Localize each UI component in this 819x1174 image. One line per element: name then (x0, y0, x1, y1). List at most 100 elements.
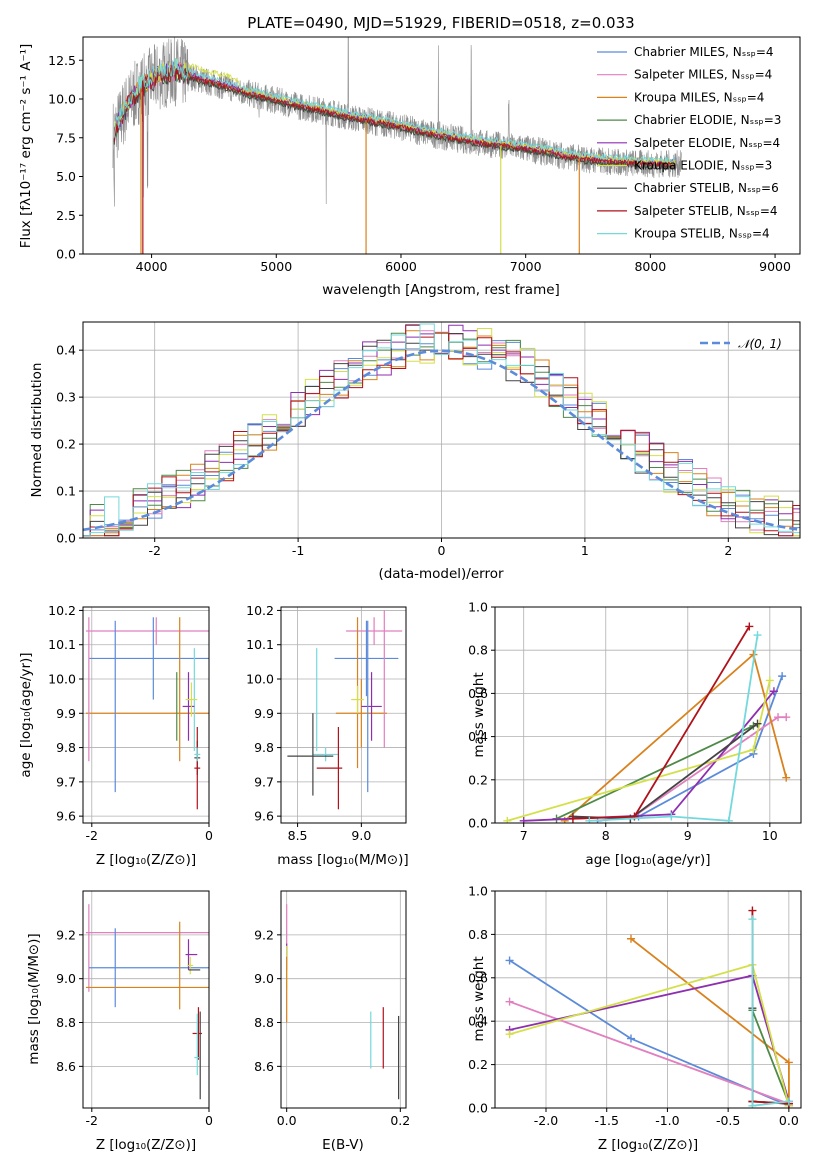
y-tick-label: 8.6 (56, 1059, 76, 1074)
mass-weight-line (751, 910, 789, 1105)
observed-spectrum-line (112, 37, 682, 207)
y-tick-label: 0.8 (468, 927, 488, 942)
y-tick-label: 9.2 (254, 927, 274, 942)
mass-ebv-frame (280, 890, 407, 1109)
age-vs-metallicity-panel: -2 0 9.6 9.7 9.8 9.9 10.0 10.1 10.2 Z [log₁₀(Z/Z… (18, 603, 213, 868)
y-tick-label: 0.4 (468, 1014, 488, 1029)
mass-weight-marker (774, 713, 783, 722)
model-spectrum-line (113, 64, 676, 169)
x-tick-label: -2 (86, 828, 98, 843)
x-tick-label: 7 (520, 828, 528, 843)
mass-ebv-xlabel: E(B-V) (322, 1137, 364, 1153)
legend-entry: Salpeter STELIB, Nₛₛₚ=4 (634, 204, 778, 218)
y-tick-label: 0.2 (468, 1057, 488, 1072)
y-tick-label: 10.2 (246, 603, 274, 618)
age-vs-mass-panel: 8.5 9.0 9.6 9.7 9.8 9.9 10.0 10.1 10.2 mass [log… (246, 603, 409, 868)
mass-weight-marker (748, 915, 757, 924)
x-tick-label: 1 (581, 543, 589, 558)
histogram-step-line (83, 323, 800, 537)
y-tick-label: 5.0 (56, 169, 76, 184)
mass-weight-marker (503, 816, 512, 823)
mass-weight-marker (782, 713, 791, 722)
x-tick-label: 0 (205, 1113, 213, 1128)
mass-weight-marker (748, 1101, 757, 1108)
y-tick-label: 8.8 (254, 1015, 274, 1030)
y-tick-label: 9.8 (254, 740, 274, 755)
mass-weight-marker (627, 1034, 635, 1043)
model-spectrum-line (113, 64, 676, 171)
x-tick-label: -2 (148, 543, 160, 558)
x-tick-label: 8.5 (288, 828, 308, 843)
residual-histogram-panel: -2 -1 0 1 2 0.0 0.1 0.2 0.3 0.4 (data-model)/erro… (29, 321, 801, 582)
y-tick-label: 0.6 (468, 686, 488, 701)
spectrum-plot-area (112, 37, 682, 254)
y-tick-label: 9.0 (254, 971, 274, 986)
spectrum-ticks: 4000 5000 6000 7000 8000 9000 0.0 2.5 5.0 7.5 10.0… (48, 53, 791, 274)
mass-weight-marker (784, 1058, 793, 1067)
y-tick-label: 9.2 (56, 927, 76, 942)
mass-z-frame (82, 890, 210, 1109)
mass-z-xlabel: Z [log₁₀(Z/Z⊙)] (96, 1137, 196, 1153)
x-tick-label: 0.0 (277, 1113, 297, 1128)
legend-entry: Kroupa ELODIE, Nₛₛₚ=3 (634, 159, 772, 173)
histogram-xlabel: (data-model)/error (378, 566, 504, 582)
mw-age-frame (494, 606, 802, 824)
age-mass-frame (280, 606, 407, 824)
age-z-ylabel: age [log₁₀(age/yr)] (18, 652, 34, 777)
x-tick-label: -1.5 (595, 1113, 619, 1128)
x-tick-label: 7000 (510, 259, 542, 274)
mass-weight-marker (724, 816, 733, 823)
x-tick-label: 6000 (385, 259, 417, 274)
y-tick-label: 0.0 (468, 1101, 488, 1116)
histogram-plot-area (83, 323, 800, 537)
spectrum-xlabel: wavelength [Angstrom, rest frame] (322, 282, 560, 298)
mass-weight-line (556, 724, 754, 820)
mass-weight-marker (765, 676, 774, 685)
x-tick-label: 9000 (759, 259, 791, 274)
y-tick-label: 10.0 (48, 92, 76, 107)
x-tick-label: 10 (762, 828, 778, 843)
y-tick-label: 9.0 (56, 971, 76, 986)
y-tick-label: 9.7 (254, 774, 274, 789)
y-tick-label: 9.6 (56, 809, 76, 824)
massweight-vs-metallicity-panel: -2.0 -1.5 -1.0 -0.5 0.0 0.0 0.2 0.4 0.6 0.8 1.0 Z … (468, 884, 802, 1153)
mw-age-xlabel: age [log₁₀(age/yr)] (585, 852, 710, 868)
y-tick-label: 0.0 (56, 247, 76, 262)
mass-weight-marker (753, 631, 762, 640)
x-tick-label: -0.5 (716, 1113, 740, 1128)
y-tick-label: 10.0 (246, 672, 274, 687)
y-tick-label: 9.6 (254, 809, 274, 824)
mass-weight-marker (568, 814, 577, 823)
y-tick-label: 0.0 (468, 816, 488, 831)
mass-weight-marker (748, 906, 757, 915)
y-tick-label: 7.5 (56, 130, 76, 145)
age-mass-xlabel: mass [log₁₀(M/M⊙)] (277, 852, 408, 868)
histogram-legend: 𝒩(0, 1) (700, 337, 782, 351)
mass-weight-line (523, 690, 775, 822)
legend-entry: Kroupa MILES, Nₛₛₚ=4 (634, 90, 764, 104)
mass-weight-line (751, 919, 790, 1107)
x-tick-label: 8000 (634, 259, 666, 274)
y-tick-label: 10.1 (48, 637, 76, 652)
legend-entry: Chabrier ELODIE, Nₛₛₚ=3 (634, 113, 781, 127)
x-tick-label: 5000 (260, 259, 292, 274)
x-tick-label: -1 (292, 543, 304, 558)
y-tick-label: 0.4 (56, 343, 76, 358)
mass-weight-marker (749, 745, 758, 754)
y-tick-label: 9.8 (56, 740, 76, 755)
y-tick-label: 9.7 (56, 774, 76, 789)
y-tick-label: 0.6 (468, 970, 488, 985)
y-tick-label: 10.0 (48, 672, 76, 687)
x-tick-label: 0 (205, 828, 213, 843)
histogram-ylabel: Normed distribution (29, 363, 45, 498)
mass-weight-marker (778, 672, 787, 681)
y-tick-label: 2.5 (56, 208, 76, 223)
y-tick-label: 0.3 (56, 390, 76, 405)
y-tick-label: 0.8 (468, 643, 488, 658)
y-tick-label: 1.0 (468, 600, 488, 615)
mw-age-ylabel: mass weight (471, 672, 487, 757)
y-tick-label: 12.5 (48, 53, 76, 68)
y-tick-label: 0.2 (468, 772, 488, 787)
mass-vs-metallicity-panel: -2 0 8.6 8.8 9.0 9.2 Z [log₁₀(Z/Z⊙)] mass [lo… (26, 890, 213, 1153)
histogram-step-line (83, 324, 800, 537)
